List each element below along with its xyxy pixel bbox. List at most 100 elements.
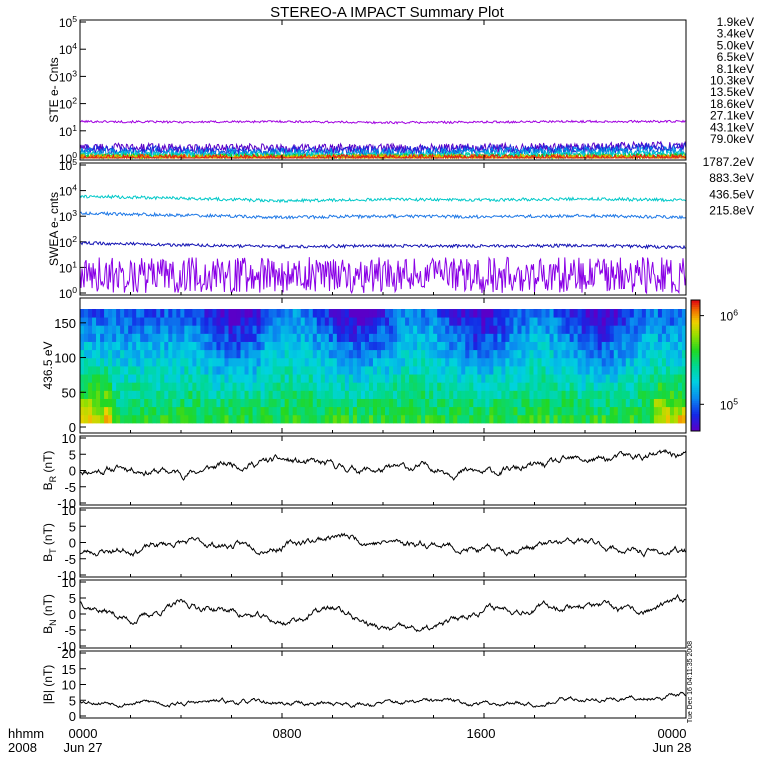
spectrogram-cell	[401, 309, 406, 318]
spectrogram-cell	[300, 341, 306, 351]
spectrogram-cell	[677, 406, 683, 416]
spectrogram-cell	[601, 366, 607, 375]
spectrogram-cell	[525, 357, 530, 367]
spectrogram-cell	[344, 333, 350, 342]
colorbar-cell	[691, 350, 700, 353]
spectrogram-cell	[481, 333, 486, 342]
spectrogram-cell	[340, 333, 346, 342]
spectrogram-cell	[525, 333, 530, 342]
spectrogram-cell	[577, 398, 583, 408]
spectrogram-cell	[585, 357, 591, 367]
spectrogram-cell	[505, 341, 510, 351]
spectrogram-cell	[657, 382, 663, 391]
spectrogram-cell	[208, 414, 213, 424]
spectrogram-cell	[376, 414, 382, 424]
spectrogram-cell	[461, 349, 466, 359]
spectrogram-cell	[609, 382, 615, 391]
spectrogram-cell	[633, 309, 639, 318]
spectrogram-cell	[248, 357, 253, 367]
spectrogram-cell	[529, 341, 534, 351]
spectrogram-cell	[160, 317, 165, 326]
spectrogram-cell	[557, 382, 562, 391]
legend-entry: 883.3eV	[709, 171, 754, 185]
spectrogram-cell	[120, 406, 125, 416]
spectrogram-cell	[300, 414, 306, 424]
spectrogram-cell	[220, 309, 225, 318]
spectrogram-cell	[376, 406, 382, 416]
spectrogram-cell	[116, 317, 121, 326]
spectrogram-cell	[184, 390, 189, 399]
spectrogram-cell	[136, 341, 141, 351]
spectrogram-cell	[352, 406, 358, 416]
spectrogram-cell	[421, 357, 426, 367]
spectrogram-cell	[164, 333, 169, 342]
spectrogram-cell	[397, 309, 402, 318]
colorbar-cell	[691, 415, 700, 419]
spectrogram-cell	[629, 366, 635, 375]
spectrogram-cell	[312, 374, 318, 383]
spectrogram-cell	[517, 349, 522, 359]
spectrogram-cell	[537, 357, 542, 367]
spectrogram-cell	[136, 390, 141, 399]
spectrogram-cell	[601, 357, 607, 367]
spectrogram-cell	[348, 349, 354, 359]
spectrogram-cell	[681, 333, 687, 342]
spectrogram-cell	[268, 398, 274, 408]
spectrogram-cell	[340, 317, 346, 326]
spectrogram-cell	[184, 374, 189, 383]
spectrogram-cell	[621, 414, 627, 424]
spectrogram-cell	[204, 349, 209, 359]
spectrogram-cell	[196, 398, 201, 408]
spectrogram-cell	[645, 414, 651, 424]
spectrogram-cell	[625, 414, 631, 424]
spectrogram-cell	[409, 357, 414, 367]
spectrogram-cell	[445, 414, 450, 424]
spectrogram-cell	[136, 317, 141, 326]
spectrogram-cell	[188, 341, 193, 351]
spectrogram-cell	[100, 309, 105, 318]
spectrogram-cell	[673, 398, 679, 408]
spectrogram-cell	[256, 357, 261, 367]
spectrogram-cell	[360, 382, 366, 391]
spectrogram-cell	[160, 382, 165, 391]
spectrogram-cell	[473, 341, 478, 351]
spectrogram-cell	[124, 341, 129, 351]
spectrogram-cell	[657, 357, 663, 367]
spectrogram-cell	[637, 382, 643, 391]
spectrogram-cell	[577, 357, 583, 367]
spectrogram-cell	[80, 325, 85, 334]
spectrogram-cell	[565, 349, 571, 359]
spectrogram-cell	[449, 398, 454, 408]
spectrogram-cell	[421, 398, 426, 408]
spectrogram-cell	[328, 333, 334, 342]
spectrogram-cell	[332, 382, 338, 391]
spectrogram-cell	[316, 366, 322, 375]
spectrogram-cell	[641, 390, 647, 399]
spectrogram-cell	[641, 414, 647, 424]
spectrogram-cell	[152, 374, 157, 383]
spectrogram-cell	[593, 414, 599, 424]
spectrogram-cell	[248, 406, 253, 416]
spectrogram-cell	[449, 382, 454, 391]
spectrogram-cell	[232, 414, 237, 424]
spectrogram-cell	[296, 406, 302, 416]
spectrogram-cell	[116, 325, 121, 334]
spectrogram-cell	[533, 309, 538, 318]
spectrogram-cell	[581, 382, 587, 391]
spectrogram-cell	[208, 366, 213, 375]
spectrogram-cell	[184, 366, 189, 375]
spectrogram-cell	[268, 414, 274, 424]
spectrogram-cell	[112, 333, 117, 342]
spectrogram-cell	[625, 390, 631, 399]
spectrogram-cell	[264, 382, 270, 391]
spectrogram-cell	[352, 414, 358, 424]
spectrogram-cell	[344, 374, 350, 383]
spectrogram-cell	[389, 382, 394, 391]
spectrogram-cell	[284, 374, 290, 383]
spectrogram-cell	[116, 341, 121, 351]
spectrogram-cell	[276, 325, 282, 334]
time-axis-year-label: 2008	[8, 740, 37, 755]
colorbar-cell	[691, 317, 700, 321]
spectrogram-cell	[288, 398, 294, 408]
spectrogram-cell	[585, 341, 591, 351]
